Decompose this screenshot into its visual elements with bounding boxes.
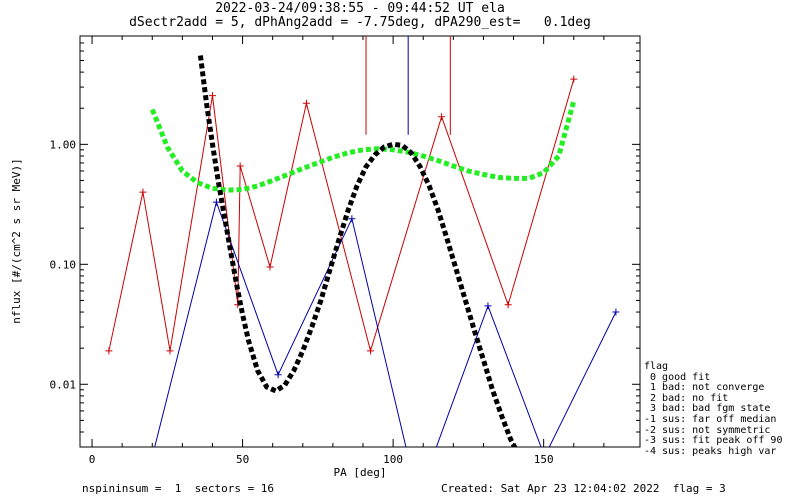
x-tick-label: 100 bbox=[383, 453, 403, 466]
series-black-fit-curve bbox=[197, 55, 518, 447]
title-time-range: 2022-03-24/09:38:55 - 09:44:52 UT ela bbox=[215, 1, 505, 16]
footer-created: Created: Sat Apr 23 12:04:02 2022 flag =… bbox=[441, 482, 726, 495]
flag-legend: flag 0 good fit 1 bad: not converge 2 ba… bbox=[644, 361, 783, 457]
title-parameters: dSectr2add = 5, dPhAng2add = -7.75deg, d… bbox=[129, 15, 591, 30]
legend-item: 2 bad: no fit bbox=[644, 392, 729, 404]
series-blue-marker bbox=[212, 198, 220, 206]
series-blue-marker bbox=[612, 308, 620, 316]
footer-settings: nspininsum = 1 sectors = 16 bbox=[82, 482, 275, 495]
x-tick-label: 50 bbox=[236, 453, 249, 466]
series-red-marker bbox=[208, 92, 216, 100]
series-red-marker bbox=[504, 301, 512, 309]
legend-item: -4 sus: peaks high var bbox=[644, 445, 777, 457]
series-red-line bbox=[108, 78, 575, 353]
y-tick-label: 0.10 bbox=[50, 258, 77, 271]
series-red-marker bbox=[302, 99, 310, 107]
y-axis-label: nflux [#/(cm^2 s sr MeV)] bbox=[10, 158, 23, 324]
plot-frame bbox=[79, 35, 641, 448]
series-blue-line bbox=[154, 200, 617, 447]
legend-title: flag bbox=[644, 361, 669, 372]
legend-item: -1 sus: far off median bbox=[644, 413, 777, 425]
series-red-marker bbox=[105, 347, 113, 355]
x-tick-label: 0 bbox=[89, 453, 96, 466]
axes-ticks: 0 50 100 150 0.01 0.10 1.00 bbox=[50, 35, 640, 466]
series-layer bbox=[105, 36, 620, 447]
series-red-marker bbox=[438, 113, 446, 121]
legend-item: 1 bad: not converge bbox=[644, 382, 765, 394]
series-red-marker bbox=[236, 162, 244, 170]
y-tick-label: 0.01 bbox=[50, 378, 77, 391]
series-blue-marker bbox=[484, 302, 492, 310]
series-red-marker bbox=[166, 347, 174, 355]
series-red-marker bbox=[139, 188, 147, 196]
series-red-marker bbox=[266, 263, 274, 271]
x-axis-label: PA [deg] bbox=[334, 466, 387, 479]
series-green-fit-curve bbox=[149, 100, 577, 193]
series-red-marker bbox=[367, 347, 375, 355]
legend-item: 3 bad: bad fgm state bbox=[644, 403, 771, 415]
x-tick-label: 150 bbox=[534, 453, 554, 466]
legend-item: -2 sus: not symmetric bbox=[644, 424, 771, 436]
y-tick-label: 1.00 bbox=[50, 138, 77, 151]
legend-item: -3 sus: fit peak off 90 bbox=[644, 435, 783, 447]
series-blue-marker bbox=[348, 215, 356, 223]
legend-item: 0 good fit bbox=[644, 371, 711, 383]
series-blue-marker bbox=[274, 371, 282, 379]
series-red-marker bbox=[570, 75, 578, 83]
